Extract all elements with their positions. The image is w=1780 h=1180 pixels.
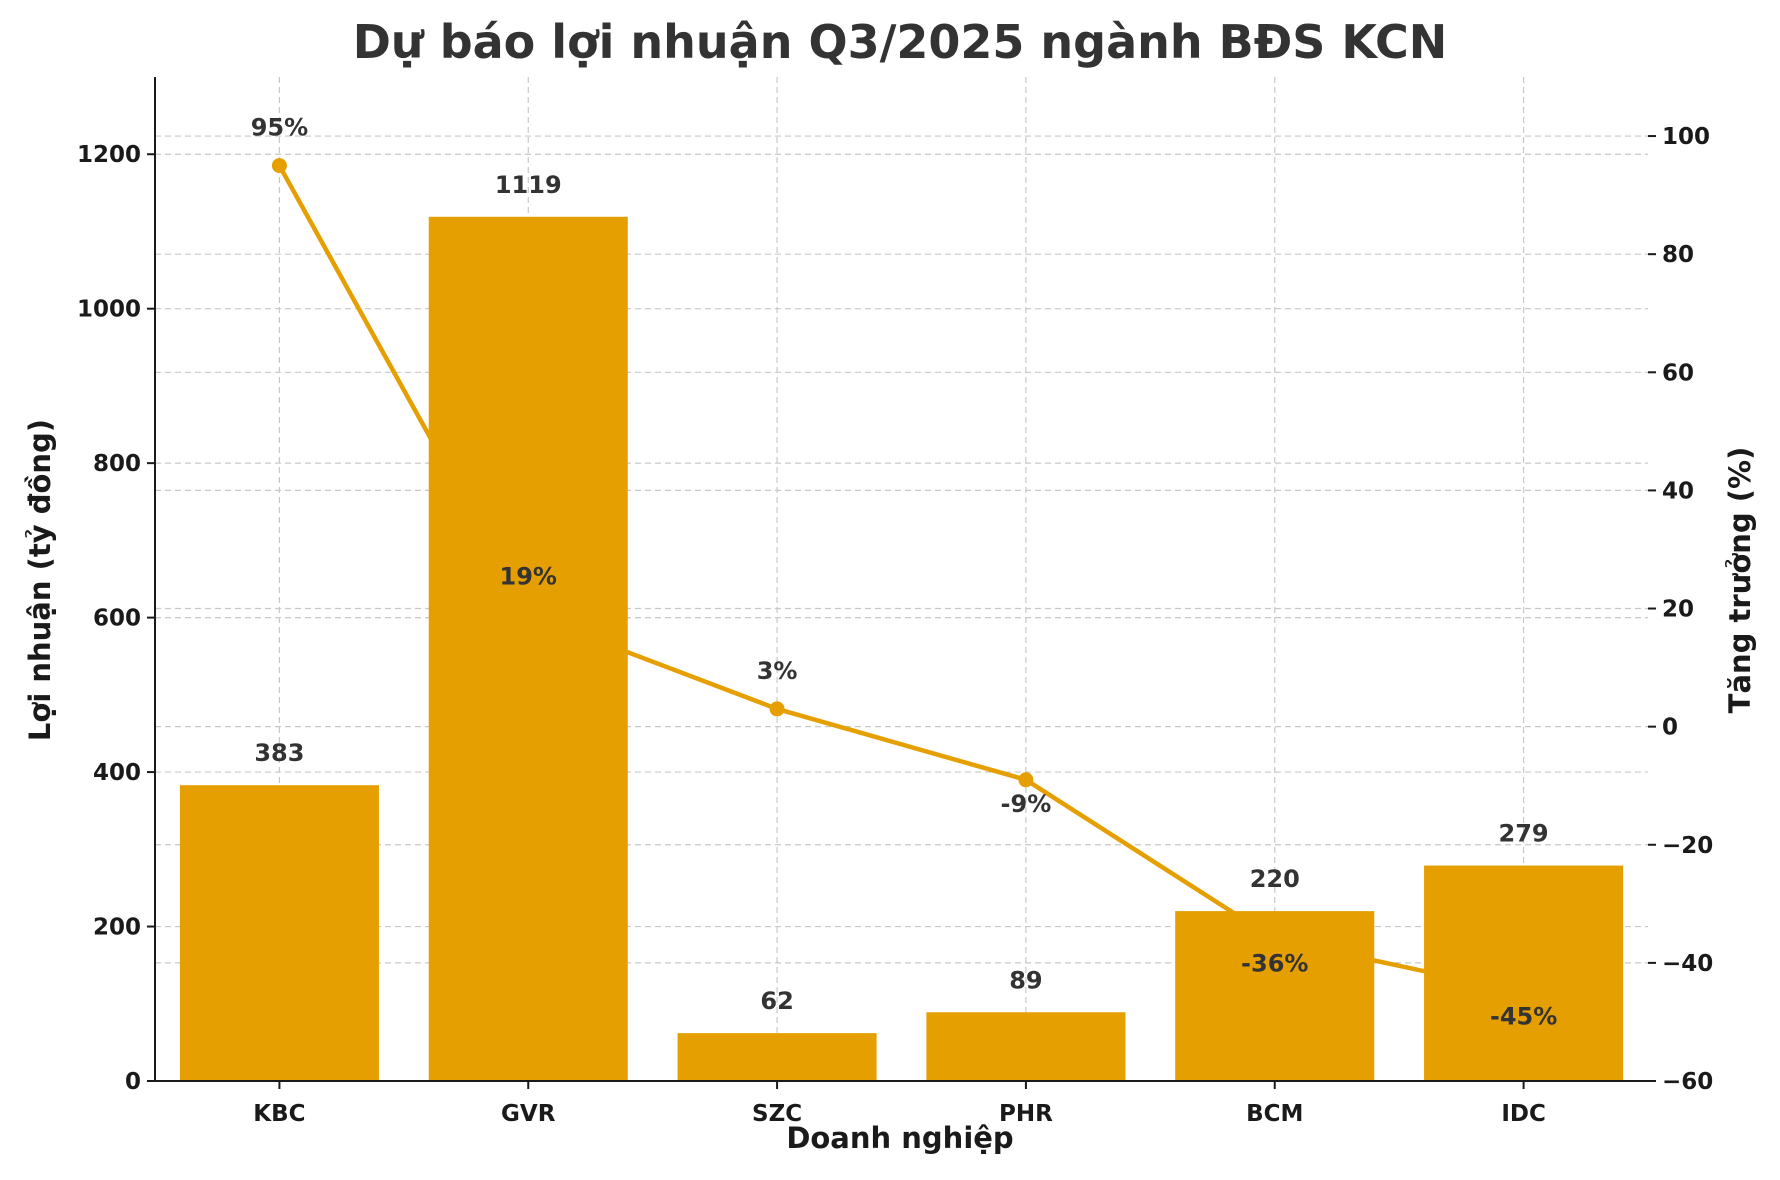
y2-tick-label: 0	[1662, 715, 1678, 741]
y2-tick-label: 80	[1662, 242, 1694, 268]
growth-point-gvr	[520, 606, 536, 622]
bar-phr	[926, 1012, 1126, 1081]
growth-value-label: 95%	[251, 114, 308, 142]
axes: 0 200 400 600 800 1000 1200 −60 −40 −20 0 20 40 60 80 1…	[77, 77, 1713, 1127]
x-tick-label: KBC	[253, 1101, 305, 1127]
y-tick-label: 600	[93, 606, 141, 632]
x-tick-label: PHR	[999, 1101, 1053, 1127]
growth-value-label: 19%	[500, 562, 557, 590]
x-tick-label: SZC	[752, 1101, 802, 1127]
bar-value-label: 383	[254, 739, 304, 767]
growth-value-label: -9%	[1001, 790, 1052, 818]
chart-title: Dự báo lợi nhuận Q3/2025 ngành BĐS KCN	[353, 15, 1448, 69]
bar-value-label: 62	[760, 987, 793, 1015]
y-tick-label: 1000	[77, 297, 141, 323]
bar-value-label: 279	[1499, 820, 1549, 848]
y2-axis-label: Tăng trưởng (%)	[1723, 447, 1757, 714]
y2-tick-label: 60	[1662, 360, 1694, 386]
growth-value-label: -36%	[1241, 949, 1308, 977]
bar-szc	[677, 1033, 877, 1081]
bar-gvr	[428, 216, 628, 1081]
y-tick-label: 1200	[77, 142, 141, 168]
growth-line-series	[271, 158, 1532, 1000]
bar-kbc	[179, 785, 379, 1081]
y-tick-label: 800	[93, 451, 141, 477]
y2-tick-label: −60	[1662, 1069, 1713, 1095]
y2-tick-label: −40	[1662, 951, 1713, 977]
growth-point-phr	[1018, 772, 1034, 788]
y2-tick-label: 20	[1662, 597, 1694, 623]
y-tick-label: 400	[93, 760, 141, 786]
growth-value-label: 3%	[757, 657, 798, 685]
x-tick-label: GVR	[501, 1101, 556, 1127]
growth-line	[277, 164, 1525, 995]
y-axis-label: Lợi nhuận (tỷ đồng)	[23, 419, 57, 741]
x-tick-label: IDC	[1501, 1101, 1546, 1127]
growth-point-idc	[1516, 984, 1532, 1000]
bar-series	[179, 216, 1624, 1081]
y-tick-label: 200	[93, 915, 141, 941]
x-tick-label: BCM	[1246, 1101, 1303, 1127]
y2-tick-label: −20	[1662, 833, 1713, 859]
bar-value-label: 1119	[495, 171, 562, 199]
growth-point-szc	[769, 701, 785, 717]
bar-idc	[1424, 865, 1624, 1081]
growth-point-kbc	[271, 158, 287, 174]
y2-tick-label: 40	[1662, 478, 1694, 504]
bar-value-label: 220	[1250, 865, 1300, 893]
y-tick-label: 0	[125, 1069, 141, 1095]
growth-point-bcm	[1267, 931, 1283, 947]
bar-value-label: 89	[1009, 966, 1042, 994]
growth-value-label: -45%	[1490, 1002, 1557, 1030]
y2-tick-label: 100	[1662, 124, 1710, 150]
data-labels: 383 1119 62 89 220 279 95% 19% 3% -9% -36% -45%	[251, 114, 1558, 1031]
x-axis-label: Doanh nghiệp	[786, 1121, 1013, 1155]
